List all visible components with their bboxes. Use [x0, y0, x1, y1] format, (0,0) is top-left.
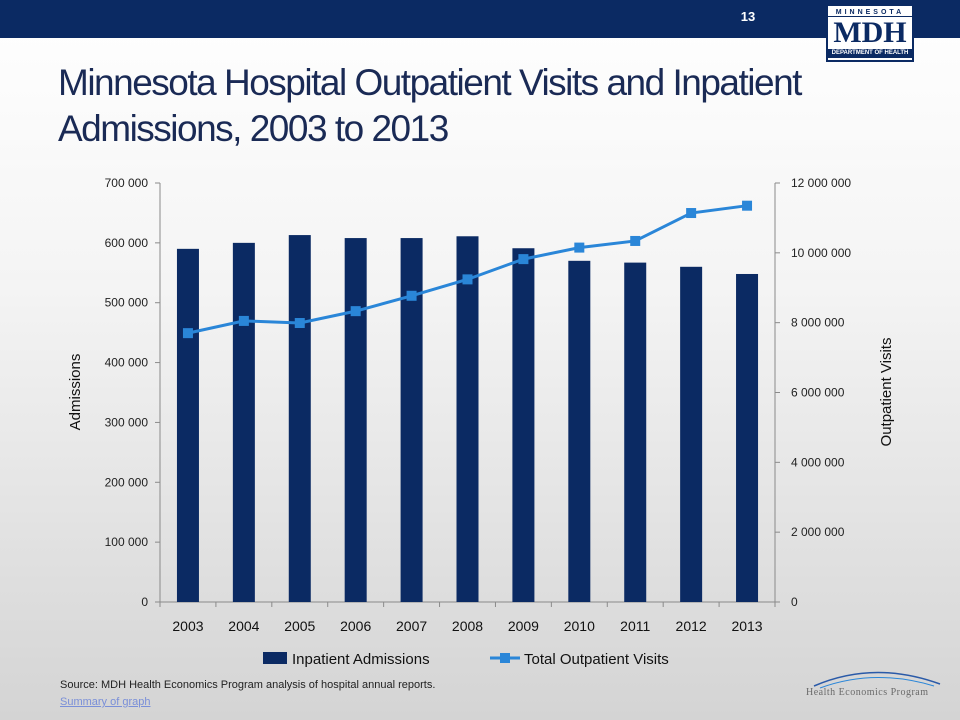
mdh-logo: MINNESOTA MDH DEPARTMENT OF HEALTH [826, 4, 914, 62]
x-tick-label: 2010 [564, 618, 595, 634]
logo-line1: MINNESOTA [828, 9, 912, 17]
bar-inpatient-2011 [624, 262, 647, 602]
point-outpatient-2007 [406, 290, 417, 301]
logo-line2: MDH [833, 16, 907, 49]
y-right-tick-label: 2 000 000 [791, 525, 845, 539]
x-tick-label: 2006 [340, 618, 371, 634]
point-outpatient-2010 [574, 242, 585, 253]
y-left-tick-label: 300 000 [105, 415, 149, 429]
y-left-tick-label: 700 000 [105, 176, 149, 190]
header-bar [0, 0, 960, 38]
y-right-tick-label: 6 000 000 [791, 386, 845, 400]
point-outpatient-2005 [294, 318, 305, 329]
y-left-tick-label: 200 000 [105, 475, 149, 489]
hep-logo-arc [813, 671, 941, 689]
bar-inpatient-2004 [232, 242, 255, 602]
logo-line3: DEPARTMENT OF HEALTH [828, 49, 912, 58]
y-left-tick-label: 0 [141, 595, 148, 609]
bar-inpatient-2012 [680, 266, 703, 602]
legend-label-bars: Inpatient Admissions [292, 651, 430, 668]
legend-swatch-bars [263, 652, 287, 664]
y-left-tick-label: 500 000 [105, 296, 149, 310]
y-left-tick-label: 600 000 [105, 236, 149, 250]
point-outpatient-2003 [182, 328, 193, 339]
point-outpatient-2006 [350, 306, 361, 317]
point-outpatient-2012 [686, 208, 697, 219]
legend-marker-line [500, 653, 510, 663]
point-outpatient-2011 [630, 235, 641, 246]
bar-inpatient-2008 [456, 236, 479, 602]
x-tick-label: 2009 [508, 618, 539, 634]
x-tick-label: 2003 [172, 618, 203, 634]
y-axis-title-right: Outpatient Visits [878, 338, 895, 447]
x-tick-label: 2008 [452, 618, 483, 634]
point-outpatient-2008 [462, 274, 473, 285]
y-right-tick-label: 10 000 000 [791, 246, 851, 260]
legend-label-line: Total Outpatient Visits [524, 651, 669, 668]
point-outpatient-2013 [742, 200, 753, 211]
x-tick-label: 2005 [284, 618, 315, 634]
y-right-tick-label: 12 000 000 [791, 176, 851, 190]
page-number: 13 [740, 9, 756, 24]
source-note: Source: MDH Health Economics Program ana… [60, 679, 436, 691]
bar-inpatient-2003 [176, 248, 199, 603]
bar-inpatient-2010 [568, 260, 591, 602]
x-tick-label: 2007 [396, 618, 427, 634]
x-tick-label: 2011 [620, 618, 650, 634]
hep-logo-text: Health Economics Program [806, 687, 929, 698]
y-right-tick-label: 0 [791, 595, 798, 609]
y-axis-title-left: Admissions [67, 354, 84, 431]
bar-inpatient-2005 [288, 235, 311, 602]
x-tick-label: 2013 [731, 618, 762, 634]
bar-inpatient-2006 [344, 238, 367, 602]
y-right-tick-label: 4 000 000 [791, 455, 845, 469]
slide-title: Minnesota Hospital Outpatient Visits and… [58, 62, 802, 149]
bar-inpatient-2009 [512, 248, 535, 602]
y-left-tick-label: 100 000 [105, 535, 149, 549]
x-tick-label: 2004 [228, 618, 259, 634]
point-outpatient-2009 [518, 254, 529, 265]
summary-link[interactable]: Summary of graph [60, 696, 151, 708]
point-outpatient-2004 [238, 315, 249, 326]
bar-inpatient-2007 [400, 238, 423, 602]
x-tick-label: 2012 [676, 618, 707, 634]
y-left-tick-label: 400 000 [105, 356, 149, 370]
y-right-tick-label: 8 000 000 [791, 316, 845, 330]
bar-inpatient-2013 [736, 273, 759, 602]
